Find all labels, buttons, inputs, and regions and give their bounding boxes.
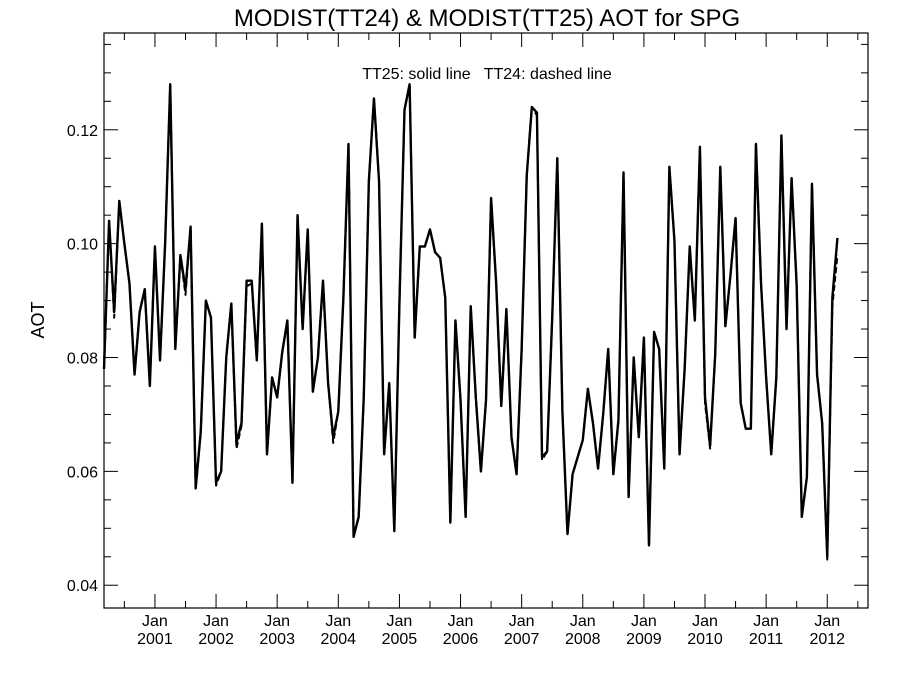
y-tick-label: 0.10 [67, 237, 98, 254]
series-line-tt25 [102, 83, 839, 558]
x-tick-year-label: 2006 [443, 631, 479, 648]
x-tick-year-label: 2011 [749, 631, 784, 648]
x-axis: Jan2001Jan2002Jan2003Jan2004Jan2005Jan20… [123, 33, 859, 648]
x-tick-year-label: 2003 [259, 631, 295, 648]
y-tick-label: 0.06 [67, 464, 98, 481]
x-tick-month-label: Jan [631, 613, 657, 630]
x-tick-year-label: 2001 [137, 631, 173, 648]
y-tick-label: 0.08 [67, 351, 98, 368]
x-tick-month-label: Jan [142, 613, 168, 630]
x-tick-year-label: 2010 [687, 631, 723, 648]
x-tick-month-label: Jan [509, 613, 535, 630]
chart-title: MODIST(TT24) & MODIST(TT25) AOT for SPG [234, 5, 740, 32]
x-tick-month-label: Jan [448, 613, 474, 630]
x-tick-month-label: Jan [814, 613, 840, 630]
x-tick-month-label: Jan [325, 613, 351, 630]
y-tick-label: 0.04 [67, 578, 98, 595]
x-tick-month-label: Jan [203, 613, 229, 630]
x-tick-year-label: 2002 [198, 631, 234, 648]
x-tick-month-label: Jan [387, 613, 413, 630]
x-tick-month-label: Jan [692, 613, 718, 630]
y-axis-label: AOT [28, 301, 48, 338]
y-axis: 0.04 0.06 0.08 0.10 0.12 [67, 43, 868, 595]
x-tick-month-label: Jan [264, 613, 290, 630]
plot-frame [103, 32, 869, 609]
x-tick-year-label: 2007 [504, 631, 540, 648]
x-tick-year-label: 2009 [626, 631, 662, 648]
series-layer [102, 83, 839, 561]
x-tick-year-label: 2004 [320, 631, 356, 648]
x-tick-month-label: Jan [753, 613, 779, 630]
x-tick-year-label: 2008 [565, 631, 601, 648]
x-tick-year-label: 2005 [382, 631, 418, 648]
x-tick-month-label: Jan [570, 613, 596, 630]
x-tick-year-label: 2012 [809, 631, 845, 648]
linestyle-note: TT25: solid line TT24: dashed line [362, 66, 612, 83]
y-tick-label: 0.12 [67, 123, 98, 140]
